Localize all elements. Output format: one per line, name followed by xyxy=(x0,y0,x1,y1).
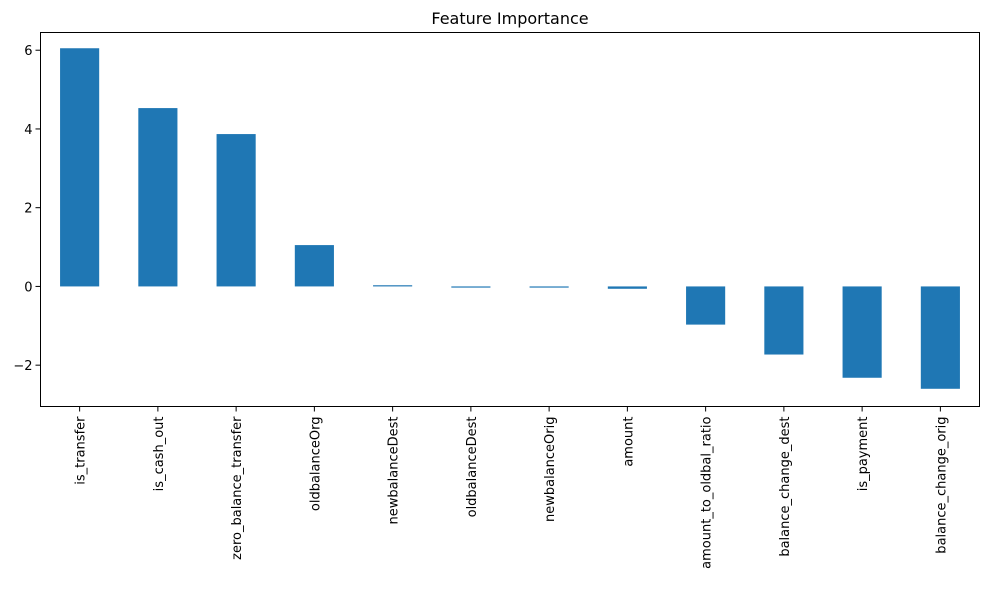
x-tick-label-is_payment: is_payment xyxy=(856,417,871,492)
bar-zero_balance_transfer xyxy=(216,134,256,287)
bar-oldbalanceDest xyxy=(451,286,491,288)
bar-amount xyxy=(607,286,647,289)
bar-balance_change_dest xyxy=(764,286,804,355)
bar-is_cash_out xyxy=(138,108,178,287)
bar-newbalanceDest xyxy=(373,285,413,287)
bar-oldbalanceOrg xyxy=(294,245,334,287)
bar-newbalanceOrig xyxy=(529,286,569,288)
plot-frame xyxy=(40,32,980,407)
x-tick-label-oldbalanceOrg: oldbalanceOrg xyxy=(308,417,323,512)
y-tick-label: −2 xyxy=(13,359,32,374)
x-tick-label-zero_balance_transfer: zero_balance_transfer xyxy=(230,416,245,560)
bar-is_payment xyxy=(842,286,882,378)
bar-amount_to_oldbal_ratio xyxy=(686,286,726,325)
x-tick-label-is_cash_out: is_cash_out xyxy=(152,417,167,492)
x-tick-label-is_transfer: is_transfer xyxy=(74,416,89,485)
x-tick-label-newbalanceDest: newbalanceDest xyxy=(387,417,402,525)
x-tick-label-balance_change_orig: balance_change_orig xyxy=(934,417,949,554)
y-axis: 6 4 2 0 −2 xyxy=(13,44,41,374)
chart-title: Feature Importance xyxy=(431,9,588,28)
x-tick-label-oldbalanceDest: oldbalanceDest xyxy=(465,417,480,518)
bar-balance_change_orig xyxy=(920,286,960,389)
x-tick-label-amount: amount xyxy=(621,417,636,467)
x-axis: is_transfer is_cash_out zero_balance_trans… xyxy=(74,406,949,569)
y-tick-label: 4 xyxy=(24,123,32,138)
x-tick-label-balance_change_dest: balance_change_dest xyxy=(778,417,793,557)
bar-is_transfer xyxy=(60,48,100,287)
bars-group xyxy=(60,48,960,389)
y-tick-label: 6 xyxy=(24,44,32,59)
x-tick-label-newbalanceOrig: newbalanceOrig xyxy=(543,417,558,523)
x-tick-label-amount_to_oldbal_ratio: amount_to_oldbal_ratio xyxy=(700,416,715,568)
y-tick-label: 0 xyxy=(24,280,32,295)
y-tick-label: 2 xyxy=(24,202,32,217)
